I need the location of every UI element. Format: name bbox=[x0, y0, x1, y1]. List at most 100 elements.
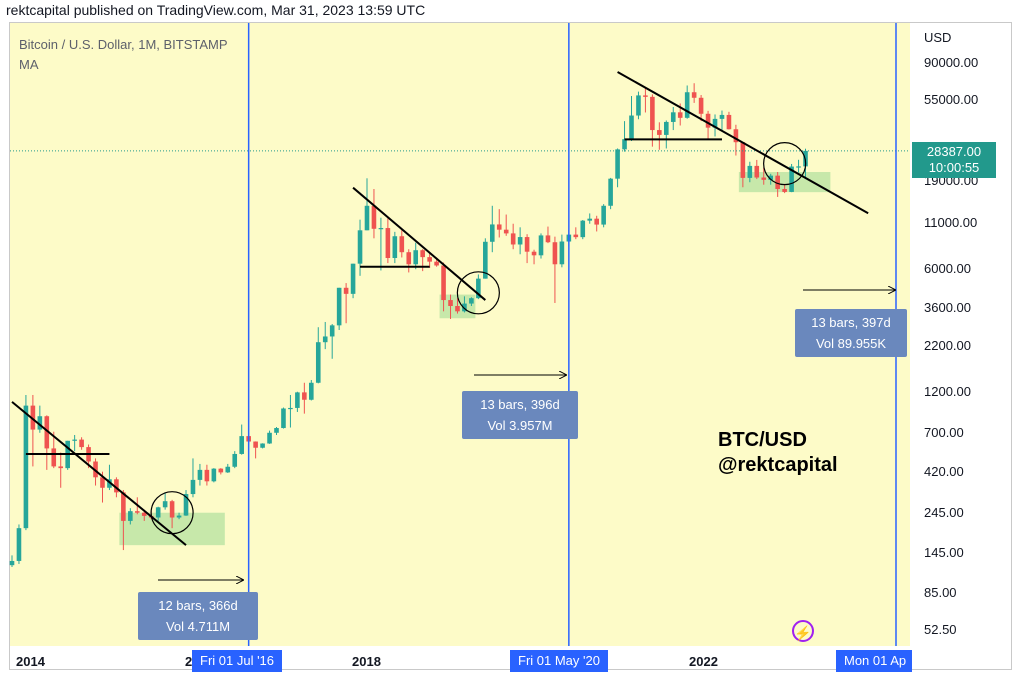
candle-body bbox=[100, 477, 105, 488]
candle bbox=[176, 512, 182, 520]
candle-body bbox=[121, 492, 126, 521]
candle-body bbox=[427, 257, 432, 262]
candle bbox=[162, 492, 168, 510]
candle-body bbox=[9, 560, 15, 566]
candle bbox=[218, 468, 224, 475]
candle bbox=[691, 83, 697, 103]
candle-body bbox=[573, 234, 579, 238]
measure-vol-2: Vol 3.957M bbox=[487, 418, 553, 433]
candle-body bbox=[712, 118, 718, 128]
y-tick-label: 85.00 bbox=[924, 585, 957, 601]
candle-body bbox=[162, 501, 168, 508]
measure-bars-1: 12 bars, 366d bbox=[158, 598, 238, 613]
candle bbox=[670, 106, 676, 131]
candle bbox=[281, 407, 286, 429]
candle bbox=[260, 443, 265, 449]
candle bbox=[211, 468, 217, 483]
candle-body bbox=[545, 235, 551, 243]
candle-body bbox=[670, 112, 676, 122]
candle-body bbox=[775, 175, 780, 190]
measure-bars-3: 13 bars, 397d bbox=[811, 315, 891, 330]
candle bbox=[517, 227, 523, 255]
date-marker-2020[interactable]: Fri 01 May '20 bbox=[510, 650, 608, 672]
candle-body bbox=[601, 205, 606, 225]
candle-body bbox=[114, 479, 119, 493]
candle bbox=[489, 205, 495, 253]
downtrend-line-3 bbox=[617, 71, 869, 215]
candle-body bbox=[399, 236, 405, 253]
measure-box-1[interactable]: 12 bars, 366d Vol 4.711M bbox=[138, 592, 258, 640]
candle-body bbox=[636, 95, 641, 116]
candle bbox=[309, 379, 314, 401]
lightning-icon[interactable]: ⚡ bbox=[792, 620, 814, 642]
candle-body bbox=[643, 95, 648, 97]
candle-body bbox=[740, 142, 746, 178]
candle bbox=[726, 111, 732, 130]
candle bbox=[462, 296, 467, 313]
y-tick-label: 145.00 bbox=[924, 544, 964, 560]
candle-body bbox=[594, 218, 599, 225]
candle bbox=[698, 95, 704, 122]
candle-body bbox=[322, 336, 328, 343]
candle bbox=[733, 124, 739, 156]
candle bbox=[573, 227, 579, 240]
candle bbox=[204, 464, 210, 486]
candle bbox=[23, 394, 29, 531]
candle-body bbox=[441, 265, 446, 301]
candle-body bbox=[768, 175, 774, 180]
candle-body bbox=[754, 165, 760, 178]
x-tick-2022: 2022 bbox=[689, 654, 718, 669]
candle-body bbox=[371, 205, 377, 229]
candle bbox=[406, 249, 412, 273]
y-tick-label: 90000.00 bbox=[924, 55, 979, 70]
candle bbox=[510, 223, 516, 250]
candle-body bbox=[552, 242, 558, 265]
candle-body bbox=[761, 177, 767, 180]
candle bbox=[302, 382, 307, 414]
candle-body bbox=[413, 250, 419, 265]
candle bbox=[448, 294, 453, 319]
measure-bars-2: 13 bars, 396d bbox=[480, 397, 560, 412]
measure-vol-1: Vol 4.711M bbox=[165, 619, 231, 634]
candle-body bbox=[719, 114, 725, 119]
candle-body bbox=[789, 166, 794, 192]
candle-body bbox=[782, 189, 787, 192]
candle bbox=[483, 238, 488, 279]
publication-header: rektcapital published on TradingView.com… bbox=[6, 2, 426, 18]
candle bbox=[16, 524, 22, 564]
candle bbox=[44, 415, 50, 470]
candle bbox=[552, 236, 558, 303]
candle-body bbox=[155, 507, 161, 518]
candle-body bbox=[420, 250, 425, 258]
date-marker-2024[interactable]: Mon 01 Ap bbox=[836, 650, 912, 672]
candle bbox=[9, 555, 15, 568]
candle bbox=[622, 121, 627, 152]
y-tick-label: 2200.00 bbox=[924, 337, 971, 353]
candle bbox=[190, 458, 196, 498]
candle bbox=[413, 242, 419, 270]
measure-box-2[interactable]: 13 bars, 396d Vol 3.957M bbox=[462, 391, 578, 439]
candle bbox=[643, 87, 648, 113]
candle bbox=[267, 430, 272, 444]
candle-body bbox=[615, 149, 620, 179]
candle-body bbox=[211, 468, 217, 482]
candle-body bbox=[747, 165, 753, 178]
candle-body bbox=[176, 515, 182, 518]
date-marker-2016[interactable]: Fri 01 Jul '16 bbox=[192, 650, 283, 672]
candle bbox=[782, 183, 787, 194]
candle-body bbox=[134, 511, 140, 513]
candle bbox=[79, 437, 84, 450]
candle-body bbox=[16, 528, 22, 561]
candle bbox=[740, 141, 746, 188]
candle-body bbox=[587, 218, 593, 221]
x-tick-2016: 2 bbox=[185, 654, 193, 669]
candle-body bbox=[72, 439, 77, 441]
candle-body bbox=[622, 139, 627, 150]
candle-body bbox=[23, 405, 29, 529]
candle bbox=[295, 391, 300, 412]
candle-body bbox=[274, 428, 279, 433]
measure-box-3[interactable]: 13 bars, 397d Vol 89.955K bbox=[795, 309, 907, 357]
candle bbox=[121, 490, 126, 551]
candle bbox=[371, 189, 377, 239]
candle bbox=[754, 159, 760, 180]
